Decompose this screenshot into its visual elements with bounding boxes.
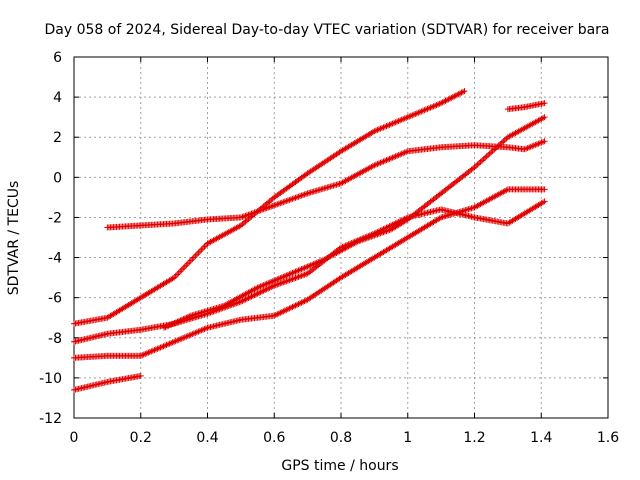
data-point <box>474 161 481 168</box>
data-point <box>541 186 548 193</box>
axis-ticks <box>73 56 609 419</box>
x-tick-label: 1.6 <box>597 430 619 446</box>
x-tick-label: 0.4 <box>196 430 218 446</box>
data-point <box>175 318 182 325</box>
data-point <box>196 248 203 255</box>
data-point <box>168 321 175 328</box>
data-point <box>541 114 548 121</box>
data-point <box>195 249 202 256</box>
data-point <box>170 320 177 327</box>
data-point <box>177 268 184 275</box>
data-point <box>479 157 486 164</box>
data-point <box>178 316 185 323</box>
x-tick-labels: 0 0.2 0.4 0.6 0.8 1 1.2 1.4 1.6 <box>70 430 620 446</box>
data-point <box>541 100 548 107</box>
series-sat-e <box>161 114 548 331</box>
y-tick-label: -6 <box>48 291 62 307</box>
data-point <box>175 269 182 276</box>
data-point <box>501 136 508 143</box>
y-tick-label: 4 <box>53 90 62 106</box>
data-point <box>192 252 199 259</box>
x-tick-label: 0.6 <box>263 430 285 446</box>
data-point <box>488 149 495 156</box>
data-point <box>201 243 208 250</box>
data-point <box>460 88 467 95</box>
data-point <box>541 138 548 145</box>
x-tick-label: 1.2 <box>463 430 485 446</box>
data-point <box>480 156 487 163</box>
x-axis-label: GPS time / hours <box>281 458 398 474</box>
y-tick-label: -12 <box>39 411 62 427</box>
data-point <box>186 313 193 320</box>
y-tick-label: -2 <box>48 210 62 226</box>
data-series <box>71 88 548 393</box>
data-point <box>494 143 501 150</box>
data-point <box>180 316 187 323</box>
data-point <box>165 322 172 329</box>
y-tick-label: 0 <box>53 170 62 186</box>
data-point <box>178 266 185 273</box>
series-sat-g <box>504 100 548 113</box>
data-point <box>161 324 168 331</box>
data-point <box>181 315 188 322</box>
data-point <box>186 259 193 266</box>
data-point <box>491 146 498 153</box>
data-point <box>486 150 493 157</box>
data-point <box>184 314 191 321</box>
data-point <box>177 317 184 324</box>
data-point <box>183 262 190 269</box>
data-point <box>183 314 190 321</box>
y-axis-label: SDTVAR / TECUs <box>6 181 22 296</box>
data-point <box>164 323 171 330</box>
series-sat-a <box>71 88 468 327</box>
data-point <box>541 198 548 205</box>
data-point <box>485 151 492 158</box>
data-point <box>187 257 194 264</box>
data-point <box>500 138 507 145</box>
data-point <box>199 245 206 252</box>
data-point <box>482 154 489 161</box>
data-point <box>190 254 197 261</box>
x-tick-label: 1 <box>403 430 412 446</box>
data-point <box>172 319 179 326</box>
data-point <box>489 147 496 154</box>
chart-title: Day 058 of 2024, Sidereal Day-to-day VTE… <box>44 22 609 38</box>
data-point <box>483 153 490 160</box>
x-tick-label: 0.2 <box>130 430 152 446</box>
data-point <box>180 265 187 272</box>
data-point <box>174 318 181 325</box>
y-tick-label: 6 <box>53 50 62 66</box>
data-point <box>174 271 181 278</box>
data-point <box>189 256 196 263</box>
data-point <box>184 260 191 267</box>
series-sat-c <box>71 198 548 345</box>
data-point <box>477 158 484 165</box>
data-point <box>476 160 483 167</box>
y-tick-labels: -12 -10 -8 -6 -4 -2 0 2 4 6 <box>39 50 62 427</box>
data-point <box>495 142 502 149</box>
y-tick-label: -4 <box>48 251 62 267</box>
y-tick-label: 2 <box>53 130 62 146</box>
grid <box>74 57 608 418</box>
data-point <box>171 320 178 327</box>
data-point <box>461 88 468 95</box>
x-tick-label: 0.8 <box>330 430 352 446</box>
data-point <box>167 322 174 329</box>
series-sat-f <box>71 372 144 393</box>
data-point <box>198 246 205 253</box>
data-point <box>162 324 169 331</box>
y-tick-label: -10 <box>39 371 62 387</box>
y-tick-label: -8 <box>48 331 62 347</box>
x-tick-label: 1.4 <box>530 430 552 446</box>
data-point <box>181 263 188 270</box>
data-point <box>498 139 505 146</box>
data-point <box>193 251 200 258</box>
series-sat-d <box>71 186 548 361</box>
series-sat-b <box>104 138 548 231</box>
data-point <box>137 372 144 379</box>
x-tick-label: 0 <box>70 430 79 446</box>
